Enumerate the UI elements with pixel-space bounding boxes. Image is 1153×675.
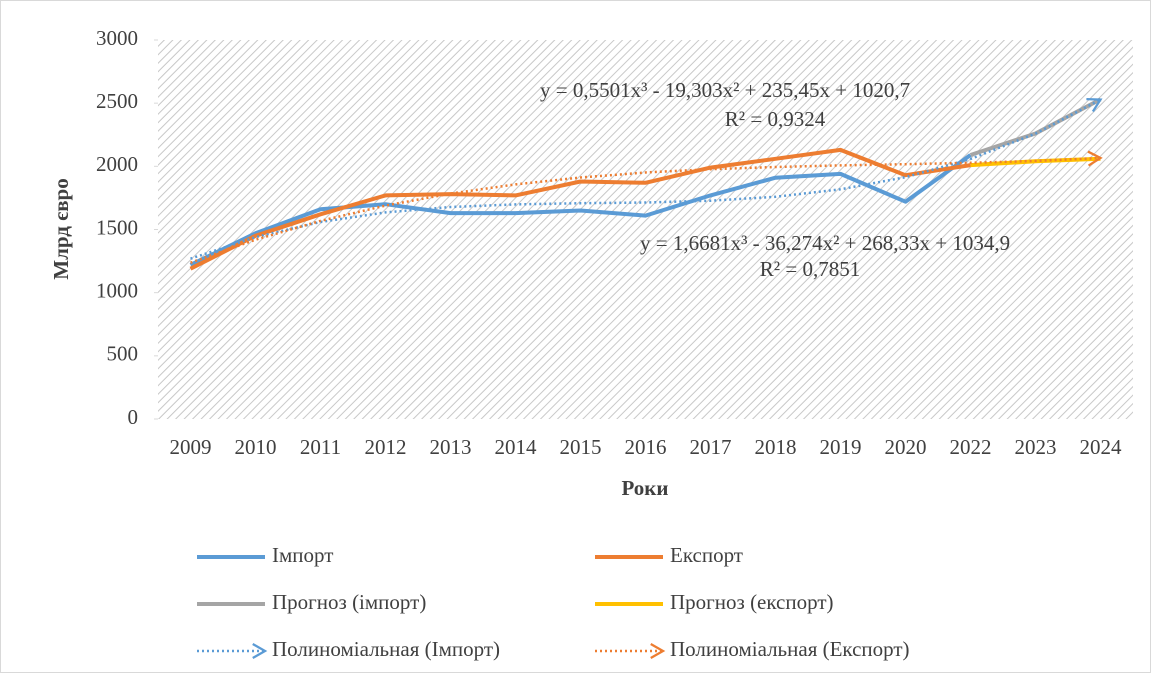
x-axis-title: Роки xyxy=(621,476,668,500)
series-line xyxy=(189,147,971,271)
x-tick-label: 2024 xyxy=(1080,435,1123,459)
trend-line xyxy=(190,97,1103,260)
legend-label: Полиноміальная (Імпорт) xyxy=(272,637,500,661)
legend-label: Полиноміальная (Експорт) xyxy=(670,637,910,661)
y-tick-label: 2500 xyxy=(96,89,138,113)
x-tick-label: 2018 xyxy=(755,435,797,459)
annotation: R² = 0,7851 xyxy=(760,257,860,281)
y-tick-label: 1500 xyxy=(96,215,138,239)
x-tick-label: 2014 xyxy=(495,435,538,459)
annotation: y = 1,6681x³ - 36,274x² + 268,33x + 1034… xyxy=(640,231,1010,255)
x-tick-label: 2022 xyxy=(950,435,992,459)
series-line xyxy=(189,153,972,267)
y-axis-title: Млрд євро xyxy=(49,178,73,279)
x-tick-label: 2019 xyxy=(820,435,862,459)
annotation: R² = 0,9324 xyxy=(725,107,826,131)
x-tick-label: 2020 xyxy=(885,435,927,459)
x-tick-label: 2010 xyxy=(235,435,277,459)
y-tick-label: 2000 xyxy=(96,152,138,176)
x-tick-label: 2015 xyxy=(560,435,602,459)
y-tick-label: 3000 xyxy=(96,26,138,50)
y-tick-label: 1000 xyxy=(96,278,138,302)
x-tick-label: 2023 xyxy=(1015,435,1057,459)
y-tick-label: 0 xyxy=(128,405,139,429)
legend-label: Експорт xyxy=(670,543,743,567)
y-tick-label: 500 xyxy=(107,342,139,366)
x-tick-label: 2017 xyxy=(690,435,732,459)
legend-label: Прогноз (експорт) xyxy=(670,590,834,614)
legend-label: Прогноз (імпорт) xyxy=(272,590,426,614)
legend-label: Імпорт xyxy=(272,543,333,567)
x-tick-label: 2011 xyxy=(300,435,341,459)
plot-area xyxy=(158,40,1133,419)
trend-line xyxy=(190,150,1103,264)
x-tick-label: 2016 xyxy=(625,435,667,459)
x-tick-label: 2013 xyxy=(430,435,472,459)
x-tick-label: 2009 xyxy=(170,435,212,459)
x-tick-label: 2012 xyxy=(365,435,407,459)
annotation: y = 0,5501x³ - 19,303x² + 235,45x + 1020… xyxy=(540,78,910,102)
